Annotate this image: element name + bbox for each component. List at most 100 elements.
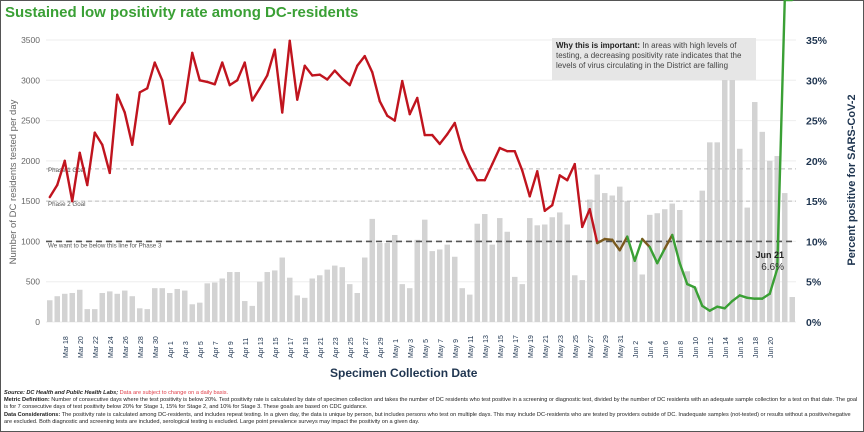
y-tick-label: 2500 <box>21 116 40 126</box>
reference-line-label: We want to be below this line for Phase … <box>48 242 162 249</box>
x-tick-label: Mar 24 <box>108 336 115 358</box>
line-segment <box>48 183 59 199</box>
bar <box>692 287 698 322</box>
x-tick-label: May 1 <box>393 339 400 358</box>
line-segment <box>378 100 389 117</box>
bar <box>624 201 630 322</box>
line-segment <box>228 79 239 87</box>
line-segment <box>296 64 306 101</box>
y2-axis-title: Percent positive for SARS-CoV-2 <box>846 94 858 265</box>
end-annotation-value: 6.6% <box>761 262 784 273</box>
x-tick-label: Apr 3 <box>183 341 190 358</box>
line-segment <box>453 121 464 151</box>
bar <box>62 293 68 322</box>
line-segment <box>431 133 441 146</box>
line-segment <box>146 61 156 90</box>
bar <box>527 218 533 322</box>
bar <box>369 218 375 322</box>
bar <box>699 190 705 322</box>
x-tick-label: Apr 9 <box>228 341 235 358</box>
line-segment <box>363 54 374 74</box>
bar <box>294 295 300 322</box>
bar <box>159 288 165 322</box>
bar <box>144 309 150 322</box>
line-segment <box>108 93 119 175</box>
line-segment <box>401 79 411 116</box>
bar <box>377 243 383 322</box>
x-tick-label: May 23 <box>558 335 565 358</box>
y2-tick-label: 0% <box>806 317 822 329</box>
bar <box>437 249 443 322</box>
bar <box>789 297 795 322</box>
line-segment <box>71 151 81 203</box>
line-segment <box>566 162 576 182</box>
bar <box>332 265 338 322</box>
bar <box>617 186 623 322</box>
line-segment <box>581 207 591 229</box>
x-tick-label: May 29 <box>603 335 610 358</box>
y2-tick-label: 15% <box>806 196 828 208</box>
x-tick-label: Apr 27 <box>363 337 370 358</box>
bar <box>197 302 203 322</box>
line-segment <box>513 149 524 172</box>
line-segment <box>168 111 179 125</box>
line-segment <box>641 237 651 249</box>
bar <box>219 278 225 322</box>
x-tick-label: May 11 <box>468 335 475 358</box>
bar <box>639 274 645 322</box>
line-segment <box>288 39 299 101</box>
bar <box>534 225 540 322</box>
line-segment <box>161 79 171 125</box>
line-segment <box>408 96 419 116</box>
line-segment <box>221 61 231 87</box>
line-segment <box>678 261 689 286</box>
line-segment <box>131 91 141 146</box>
x-tick-label: Jun 10 <box>693 337 700 358</box>
bar <box>354 292 360 322</box>
line-segment <box>78 151 89 187</box>
data-considerations-label: Data Considerations: <box>4 411 61 418</box>
line-segment <box>446 121 456 136</box>
bar <box>482 214 488 322</box>
line-segment <box>656 247 666 265</box>
bar <box>602 193 608 322</box>
line-segment <box>611 238 621 252</box>
y2-tick-label: 30% <box>806 75 828 87</box>
bar <box>647 214 653 322</box>
bar <box>399 284 405 322</box>
line-segment <box>116 93 126 114</box>
bar <box>54 296 60 322</box>
line-segment <box>93 131 104 146</box>
x-tick-label: Jun 16 <box>738 337 745 358</box>
line-segment <box>716 305 726 310</box>
bar <box>474 223 480 322</box>
y2-tick-label: 35% <box>806 35 828 47</box>
line-segment <box>213 61 224 86</box>
line-segment <box>236 61 246 82</box>
y-tick-label: 0 <box>35 317 40 327</box>
bar <box>287 277 293 322</box>
x-tick-label: May 3 <box>408 339 415 358</box>
line-segment <box>671 233 681 265</box>
why-important-note: Why this is important: In areas with hig… <box>552 38 756 80</box>
line-segment <box>558 174 569 182</box>
x-tick-label: Jun 20 <box>768 337 775 358</box>
line-segment <box>738 294 749 300</box>
bar <box>632 256 638 322</box>
bar <box>759 131 765 322</box>
source-warning: Data are subject to change on a daily ba… <box>118 390 229 396</box>
bar <box>452 256 458 322</box>
end-annotation-date: Jun 21 <box>755 250 784 260</box>
bar <box>152 288 158 322</box>
line-segment <box>746 296 756 300</box>
x-tick-label: Apr 23 <box>333 337 340 358</box>
bar <box>422 219 428 322</box>
bar <box>594 174 600 322</box>
line-segment <box>191 51 201 82</box>
x-tick-label: Jun 12 <box>708 337 715 358</box>
y2-tick-label: 5% <box>806 277 822 289</box>
line-segment <box>708 305 719 312</box>
bar <box>137 308 143 322</box>
line-segment <box>393 79 404 122</box>
